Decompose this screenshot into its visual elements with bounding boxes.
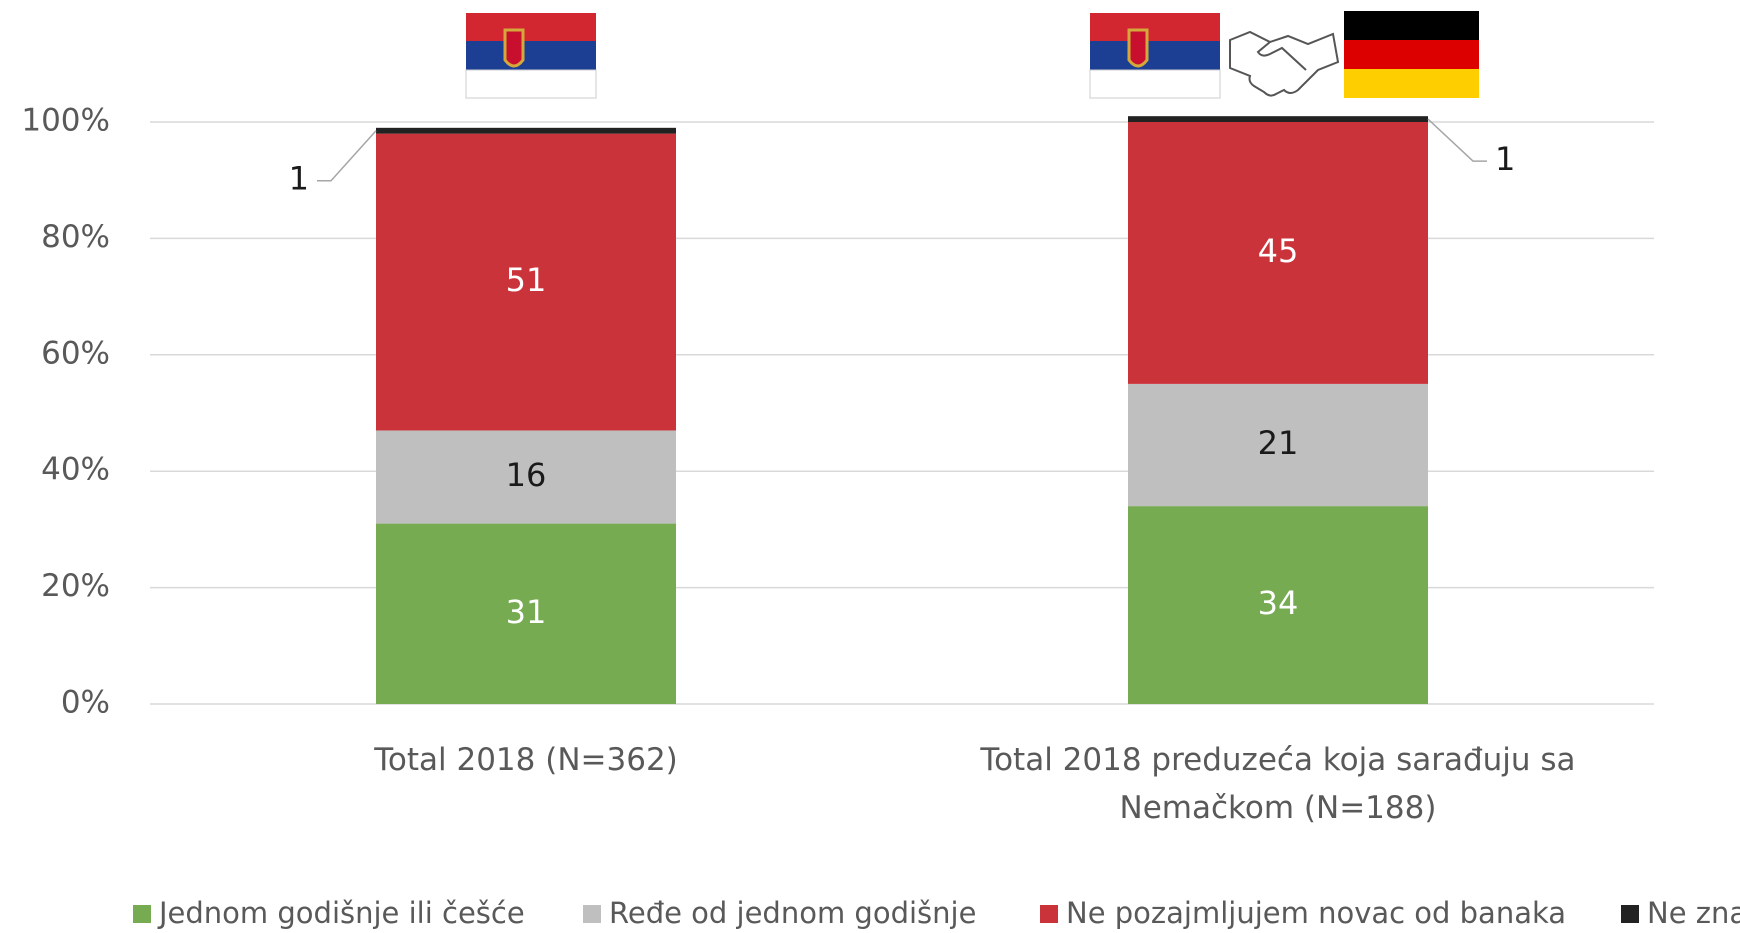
data-label: 45	[1258, 232, 1299, 270]
data-label: 51	[506, 261, 547, 299]
bar-segment	[376, 523, 676, 704]
data-label: 16	[506, 456, 547, 494]
legend-label: Jednom godišnje ili češće	[157, 896, 525, 930]
legend-swatch	[133, 905, 151, 923]
legend-swatch	[1621, 905, 1639, 923]
bar-segment	[1128, 383, 1428, 507]
bar-segment	[1128, 116, 1428, 122]
legend-label: Ne zna	[1647, 896, 1740, 930]
flag-serbia	[465, 13, 597, 99]
data-label: 21	[1258, 424, 1299, 462]
leader-line	[317, 130, 377, 182]
flag-serbia	[1089, 13, 1221, 99]
y-tick-label: 80%	[41, 219, 110, 255]
bar-segment	[1128, 122, 1428, 384]
x-tick-label: Total 2018 preduzeća koja sarađuju sa Ne…	[980, 742, 1576, 826]
handshake-icon	[1229, 30, 1340, 97]
bar-segment	[1128, 506, 1428, 704]
data-label: 31	[506, 593, 547, 631]
legend-label: Ređe od jednom godišnje	[609, 896, 976, 930]
y-tick-label: 100%	[21, 103, 110, 139]
y-tick-label: 20%	[41, 568, 110, 604]
flag-germany	[1344, 11, 1479, 98]
bar-segment	[376, 127, 676, 134]
bar-segment	[376, 430, 676, 524]
data-label: 1	[289, 160, 309, 198]
y-tick-label: 60%	[41, 335, 110, 371]
legend-swatch	[583, 905, 601, 923]
legend-swatch	[1040, 905, 1058, 923]
x-tick-label: Total 2018 (N=362)	[374, 742, 678, 778]
legend-label: Ne pozajmljujem novac od banaka	[1066, 896, 1566, 930]
y-tick-label: 40%	[41, 452, 110, 488]
data-label: 1	[1495, 140, 1515, 178]
leader-line	[1427, 118, 1487, 162]
y-tick-label: 0%	[61, 685, 110, 721]
bar-segment	[376, 133, 676, 431]
data-label: 34	[1258, 584, 1299, 622]
